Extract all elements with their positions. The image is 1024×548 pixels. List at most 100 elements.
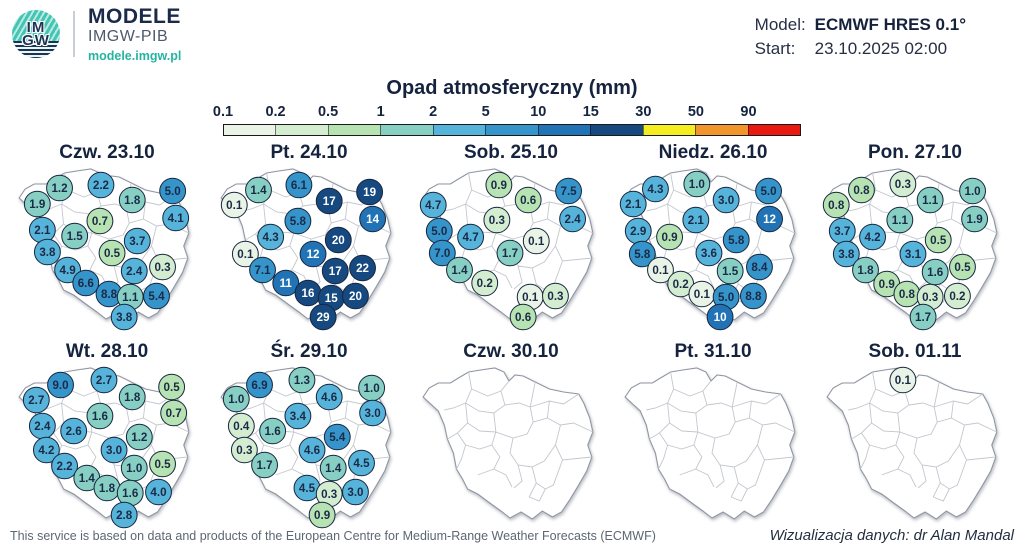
svg-text:1.9: 1.9 xyxy=(29,199,45,211)
precip-value-marker: 9.0 xyxy=(47,371,74,399)
colorbar-tick-label: 5 xyxy=(481,104,490,120)
svg-text:2.4: 2.4 xyxy=(126,266,143,278)
svg-text:5.8: 5.8 xyxy=(634,249,651,261)
precip-value-marker: 1.9 xyxy=(23,190,51,218)
svg-text:0.5: 0.5 xyxy=(104,248,121,260)
svg-text:3.0: 3.0 xyxy=(365,408,381,420)
svg-text:2.4: 2.4 xyxy=(565,214,582,226)
precip-value-marker: 4.3 xyxy=(257,223,285,251)
imgw-logo-icon: IM GW xyxy=(12,10,60,59)
precip-value-marker: 2.4 xyxy=(28,412,56,440)
precip-value-marker: 0.5 xyxy=(924,226,952,254)
svg-text:1.5: 1.5 xyxy=(722,266,739,278)
poland-map: 0.8 0.3 1.0 0.8 1.1 1.9 1.1 3.7 4.2 0.5 3.8 3.1 1.8 1… xyxy=(822,168,998,331)
precip-value-marker: 3.0 xyxy=(100,436,128,464)
svg-text:0.1: 0.1 xyxy=(652,265,669,277)
svg-text:20: 20 xyxy=(349,291,362,303)
svg-text:0.4: 0.4 xyxy=(233,421,250,433)
precip-value-marker: 1.9 xyxy=(961,205,989,233)
colorbar-segment xyxy=(327,125,381,135)
precip-value-marker: 1.8 xyxy=(118,383,146,411)
svg-text:4.9: 4.9 xyxy=(60,265,76,277)
svg-text:4.7: 4.7 xyxy=(463,232,479,244)
poland-outline xyxy=(422,367,594,520)
precip-value-marker: 1.5 xyxy=(716,257,744,285)
svg-text:2.9: 2.9 xyxy=(630,226,646,238)
svg-text:7.5: 7.5 xyxy=(560,186,577,198)
svg-text:5.0: 5.0 xyxy=(431,226,447,238)
precip-value-marker: 0.1 xyxy=(522,227,550,255)
svg-text:1.8: 1.8 xyxy=(124,195,141,207)
svg-text:1.4: 1.4 xyxy=(325,463,342,475)
precip-value-marker: 2.7 xyxy=(22,386,50,414)
svg-text:10: 10 xyxy=(714,312,727,324)
precip-value-marker: 4.9 xyxy=(54,256,82,284)
precip-value-marker: 0.3 xyxy=(230,436,258,464)
forecast-maps-grid: Czw. 23.10 1.2 2.2 5.0 1.9 1.8 4.1 0.7 2.1 1.5 3.7… xyxy=(6,142,1016,536)
precip-value-marker: 3.1 xyxy=(899,240,927,268)
precip-value-marker: 0.9 xyxy=(656,223,684,251)
precip-value-marker: 0.4 xyxy=(227,412,255,440)
svg-text:0.1: 0.1 xyxy=(226,200,243,212)
brand-name: MODELE xyxy=(88,5,181,28)
svg-text:20: 20 xyxy=(332,235,345,247)
precip-value-marker: 1.0 xyxy=(358,374,386,402)
svg-text:1.1: 1.1 xyxy=(122,292,139,304)
precip-value-marker: 12 xyxy=(756,205,783,233)
precip-value-marker: 1.0 xyxy=(120,454,148,482)
colorbar-segment xyxy=(590,125,643,135)
svg-text:2.7: 2.7 xyxy=(96,375,112,387)
colorbar: 0.1 0.2 0.5 1 2 5 10 15 30 50 90 xyxy=(213,103,801,136)
svg-text:17: 17 xyxy=(329,266,342,278)
precip-value-marker: 0.3 xyxy=(542,282,569,310)
precip-value-marker: 7.0 xyxy=(428,239,456,267)
svg-text:3.4: 3.4 xyxy=(290,411,307,423)
svg-text:0.5: 0.5 xyxy=(164,382,181,394)
svg-text:3.6: 3.6 xyxy=(701,248,717,260)
poland-map xyxy=(422,367,594,520)
map-title: Sob. 25.10 xyxy=(464,142,558,163)
map-title: Wt. 28.10 xyxy=(65,341,149,362)
svg-text:8.8: 8.8 xyxy=(101,289,118,301)
precip-value-marker: 2.4 xyxy=(559,205,587,233)
svg-text:1.1: 1.1 xyxy=(922,195,939,207)
imgw-logo-block: IM GW MODELE IMGW-PIB modele.imgw.pl xyxy=(12,5,181,63)
svg-text:5.0: 5.0 xyxy=(165,186,181,198)
svg-text:0.3: 0.3 xyxy=(547,291,563,303)
forecast-panel: Pt. 24.10 1.4 6.1 0.1 17 19 14 5.8 4.3 20 12 0.1 7.1… xyxy=(208,142,410,337)
logo-stripes-decoration xyxy=(12,41,60,59)
forecast-panel: Wt. 28.10 9.0 2.7 0.5 2.7 1.8 0.7 1.6 2.4 2.6 1.2 4… xyxy=(6,341,208,536)
precip-value-marker: 2.1 xyxy=(682,206,710,234)
precip-value-marker: 0.2 xyxy=(943,282,971,310)
legend-title: Opad atmosferyczny (mm) xyxy=(386,77,638,99)
precip-value-marker: 4.2 xyxy=(859,223,887,251)
colorbar-tick-label: 30 xyxy=(635,104,652,120)
svg-text:1.2: 1.2 xyxy=(131,432,147,444)
svg-text:1.0: 1.0 xyxy=(964,186,980,198)
svg-text:22: 22 xyxy=(356,263,369,275)
poland-outline xyxy=(826,367,998,520)
map-title: Pon. 27.10 xyxy=(868,142,962,163)
precip-value-marker: 0.7 xyxy=(160,399,188,427)
colorbar-segment xyxy=(537,125,591,135)
ecmwf-attribution: This service is based on data and produc… xyxy=(10,529,656,543)
svg-text:1.0: 1.0 xyxy=(364,383,380,395)
svg-text:14: 14 xyxy=(366,214,379,226)
logo-monogram: IM GW xyxy=(12,10,60,58)
precip-value-marker: 1.1 xyxy=(886,206,914,234)
svg-text:12: 12 xyxy=(307,249,320,261)
forecast-panel: Sob. 25.10 0.9 7.5 4.7 0.6 0.3 2.4 5.0 4.7 0.1 7.0… xyxy=(410,142,612,337)
precip-value-marker: 0.5 xyxy=(949,253,976,281)
precip-value-marker: 3.0 xyxy=(712,186,740,214)
svg-text:11: 11 xyxy=(280,278,293,290)
page-header: IM GW MODELE IMGW-PIB modele.imgw.pl Mod… xyxy=(12,5,966,63)
svg-text:0.1: 0.1 xyxy=(522,292,539,304)
svg-text:6.9: 6.9 xyxy=(251,380,267,392)
poland-map: 1.2 2.2 5.0 1.9 1.8 4.1 0.7 2.1 1.5 3.7 3.8 0.5 4.9 2… xyxy=(18,168,190,331)
precip-value-marker: 3.0 xyxy=(342,478,369,506)
precip-value-marker: 3.7 xyxy=(828,217,856,245)
svg-text:3.7: 3.7 xyxy=(834,226,850,238)
svg-text:4.5: 4.5 xyxy=(299,483,316,495)
svg-text:15: 15 xyxy=(325,293,338,305)
svg-text:5.0: 5.0 xyxy=(760,186,776,198)
